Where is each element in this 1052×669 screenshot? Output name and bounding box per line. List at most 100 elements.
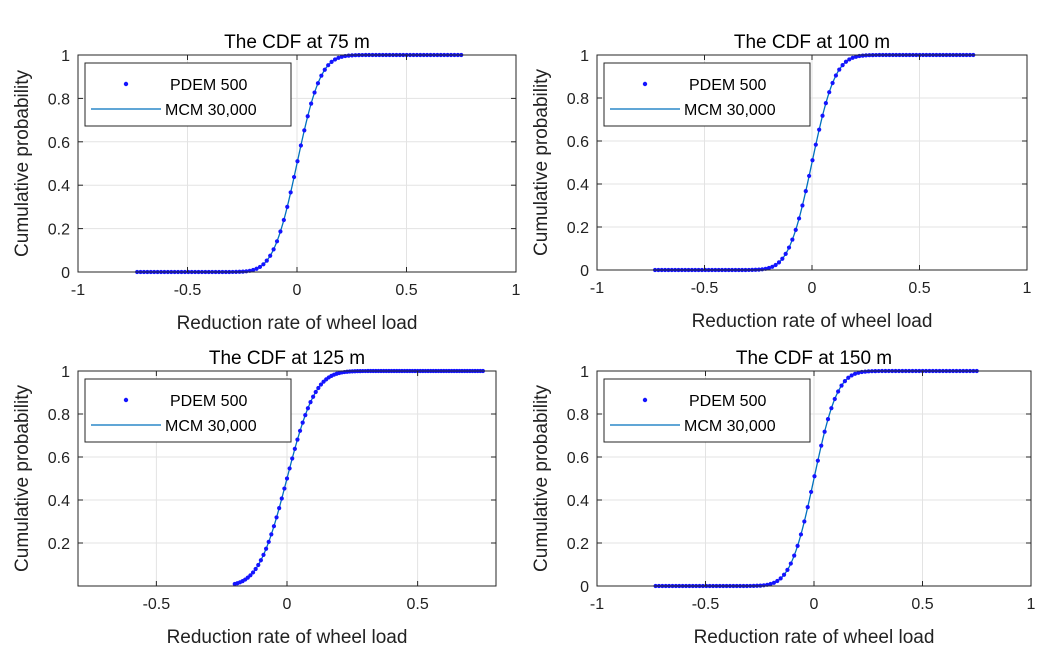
data-point-pdem bbox=[768, 581, 773, 587]
data-point-pdem bbox=[829, 406, 834, 411]
data-point-pdem bbox=[264, 546, 269, 551]
data-point-pdem bbox=[833, 73, 839, 78]
x-tick-label: 0.5 bbox=[407, 596, 429, 613]
y-axis-label: Cumulative probability bbox=[12, 70, 33, 257]
data-point-pdem bbox=[775, 578, 780, 584]
chart-title: The CDF at 100 m bbox=[734, 32, 890, 53]
data-point-pdem bbox=[825, 417, 831, 422]
data-point-pdem bbox=[261, 552, 266, 557]
data-point-pdem bbox=[781, 572, 787, 577]
y-tick-label: 1 bbox=[580, 48, 589, 65]
y-tick-label: 0.6 bbox=[48, 135, 70, 152]
data-point-pdem bbox=[840, 62, 845, 68]
x-tick-label: -0.5 bbox=[174, 282, 202, 299]
legend-label-pdem: PDEM 500 bbox=[170, 393, 247, 410]
data-point-pdem bbox=[302, 128, 307, 133]
data-point-pdem bbox=[311, 394, 316, 399]
data-point-pdem bbox=[278, 229, 283, 234]
data-point-pdem bbox=[852, 371, 858, 376]
x-tick-label: 0.5 bbox=[908, 280, 930, 297]
x-tick-label: 0.5 bbox=[911, 596, 933, 613]
data-point-pdem bbox=[248, 573, 253, 578]
y-tick-label: 0.2 bbox=[48, 222, 70, 239]
data-point-pdem bbox=[282, 486, 287, 491]
data-point-pdem bbox=[766, 265, 772, 271]
data-point-pdem bbox=[837, 67, 842, 72]
y-tick-label: 0.6 bbox=[567, 450, 589, 467]
y-tick-label: 0.4 bbox=[567, 177, 589, 194]
data-point-pdem bbox=[803, 189, 808, 194]
data-point-pdem bbox=[250, 570, 256, 575]
legend-box bbox=[84, 62, 292, 127]
data-point-pdem bbox=[807, 173, 812, 179]
data-point-pdem bbox=[843, 59, 849, 64]
y-tick-label: 0 bbox=[580, 263, 589, 280]
y-tick-label: 0.8 bbox=[48, 91, 70, 108]
data-point-pdem bbox=[316, 385, 321, 391]
y-tick-label: 0.4 bbox=[48, 178, 70, 195]
y-axis-label: Cumulative probability bbox=[531, 69, 552, 256]
data-point-pdem bbox=[827, 90, 832, 95]
legend-marker-pdem bbox=[123, 397, 129, 403]
data-point-pdem bbox=[268, 253, 273, 258]
legend-label-mcm: MCM 30,000 bbox=[165, 102, 257, 119]
data-point-pdem bbox=[786, 245, 792, 250]
data-point-pdem bbox=[830, 80, 835, 86]
data-point-pdem bbox=[303, 413, 308, 418]
x-axis-label: Reduction rate of wheel load bbox=[177, 313, 418, 334]
data-point-pdem bbox=[773, 262, 778, 268]
data-point-pdem bbox=[295, 437, 300, 442]
x-tick-label: 0 bbox=[808, 280, 817, 297]
data-point-pdem bbox=[817, 127, 822, 132]
y-tick-label: 1 bbox=[61, 48, 70, 65]
data-point-pdem bbox=[770, 264, 775, 269]
legend-box bbox=[603, 378, 811, 443]
y-tick-label: 0.8 bbox=[48, 407, 70, 424]
data-point-pdem bbox=[849, 373, 854, 378]
data-point-pdem bbox=[292, 446, 297, 451]
x-axis-label: Reduction rate of wheel load bbox=[694, 627, 935, 648]
y-tick-label: 0.2 bbox=[567, 536, 589, 553]
data-point-pdem bbox=[266, 539, 271, 545]
legend-label-pdem: PDEM 500 bbox=[689, 77, 766, 94]
data-point-pdem bbox=[856, 370, 861, 375]
chart-title: The CDF at 75 m bbox=[224, 32, 370, 53]
data-point-pdem bbox=[277, 506, 282, 511]
data-point-pdem bbox=[290, 456, 295, 461]
x-tick-label: -1 bbox=[590, 596, 604, 613]
y-tick-label: 0.4 bbox=[48, 493, 70, 510]
data-point-pdem bbox=[815, 458, 820, 463]
data-point-pdem bbox=[809, 489, 814, 495]
legend-marker-pdem bbox=[642, 397, 648, 403]
x-tick-label: 0.5 bbox=[395, 282, 417, 299]
data-point-pdem bbox=[842, 378, 848, 384]
data-point-pdem bbox=[812, 474, 817, 479]
data-point-pdem bbox=[813, 142, 818, 147]
data-point-pdem bbox=[800, 203, 805, 208]
chart-title: The CDF at 125 m bbox=[209, 348, 365, 369]
data-point-pdem bbox=[264, 258, 269, 263]
data-point-pdem bbox=[251, 267, 256, 273]
data-point-pdem bbox=[776, 260, 782, 265]
data-point-pdem bbox=[279, 496, 284, 501]
x-tick-label: 1 bbox=[1023, 280, 1032, 297]
data-point-pdem bbox=[315, 81, 321, 86]
data-point-pdem bbox=[297, 428, 303, 433]
data-point-pdem bbox=[788, 561, 793, 566]
y-tick-label: 0 bbox=[580, 579, 589, 596]
data-point-pdem bbox=[802, 519, 807, 524]
data-point-pdem bbox=[256, 562, 261, 568]
data-point-pdem bbox=[298, 143, 303, 148]
legend-label-mcm: MCM 30,000 bbox=[684, 418, 776, 435]
data-point-pdem bbox=[832, 396, 837, 402]
x-axis-label: Reduction rate of wheel load bbox=[692, 311, 933, 332]
data-point-pdem bbox=[326, 63, 331, 68]
data-point-pdem bbox=[291, 174, 297, 180]
y-tick-label: 0.2 bbox=[567, 220, 589, 237]
data-point-pdem bbox=[254, 266, 259, 271]
data-point-pdem bbox=[850, 55, 855, 60]
data-point-pdem bbox=[281, 217, 286, 223]
data-point-pdem bbox=[846, 375, 851, 380]
data-point-pdem bbox=[819, 443, 824, 448]
y-tick-label: 0.6 bbox=[567, 134, 589, 151]
